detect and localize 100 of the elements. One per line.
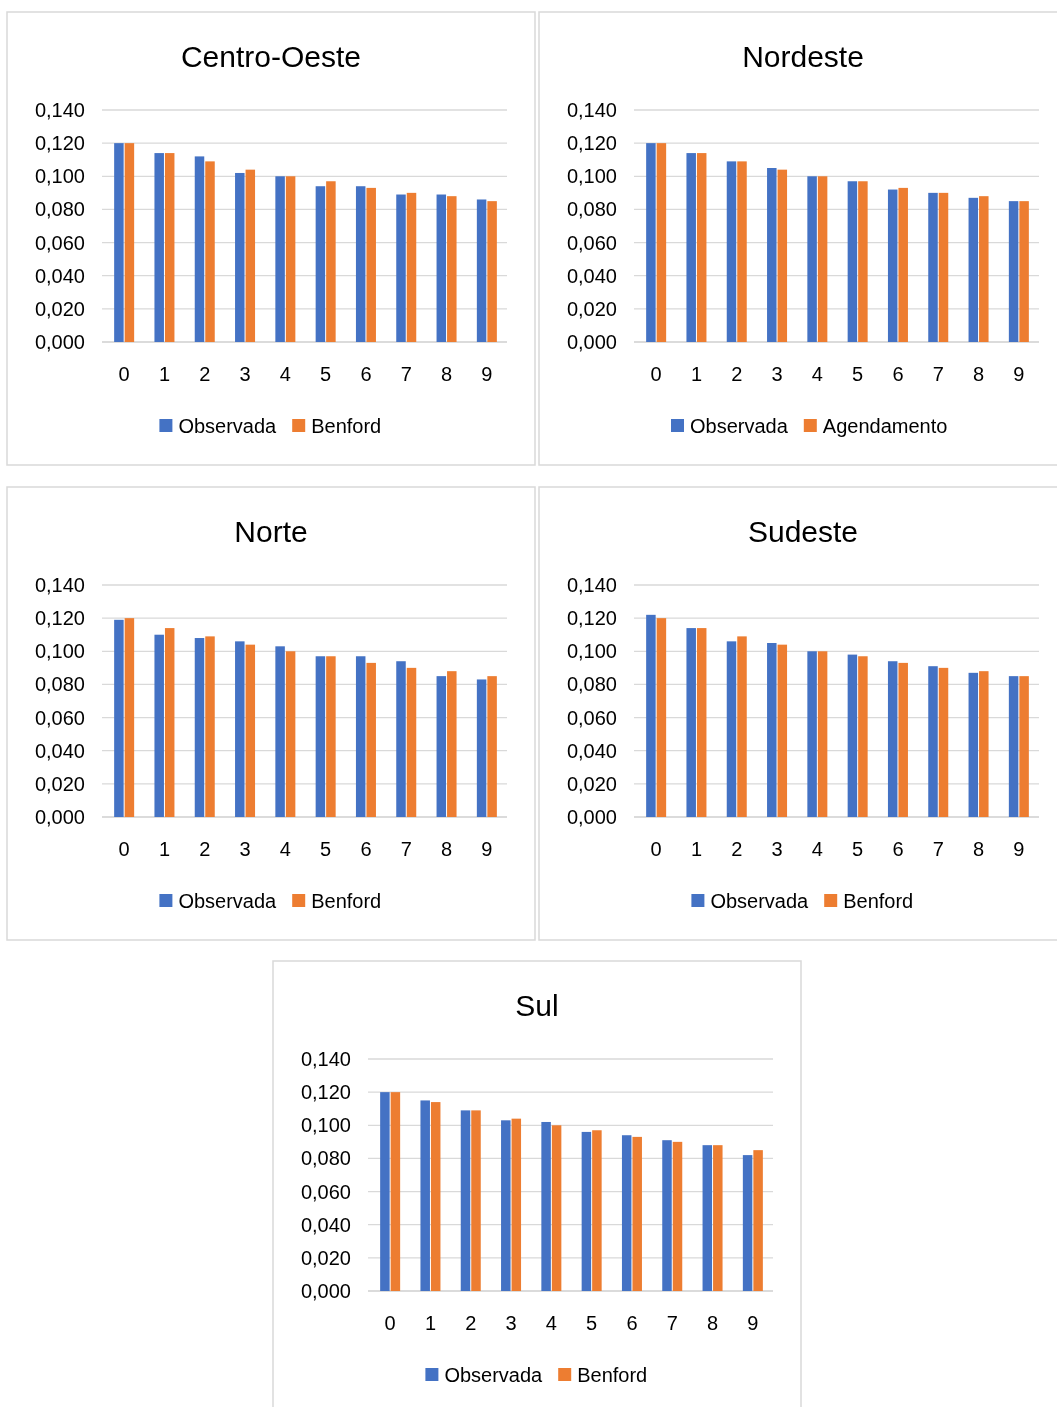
bar <box>898 187 908 342</box>
legend-label: Observada <box>178 890 278 912</box>
x-tick-label: 9 <box>481 838 493 860</box>
bar <box>938 192 949 342</box>
y-tick-label: 0,000 <box>300 1280 351 1302</box>
y-tick-label: 0,040 <box>566 739 617 762</box>
bar <box>436 194 447 342</box>
x-tick-label: 0 <box>118 363 130 385</box>
bar <box>205 636 215 817</box>
y-tick-label: 0,020 <box>566 772 617 795</box>
bar <box>968 672 979 817</box>
x-tick-label: 4 <box>279 363 291 385</box>
y-tick-label: 0,080 <box>34 673 85 696</box>
x-tick-label: 0 <box>384 1312 396 1334</box>
bar <box>1008 676 1019 817</box>
bar <box>194 156 205 342</box>
bar <box>968 197 979 342</box>
x-tick-label: 6 <box>360 363 372 385</box>
y-tick-label: 0,120 <box>566 607 617 630</box>
bar <box>366 662 376 817</box>
bar <box>898 662 908 817</box>
y-tick-label: 0,140 <box>34 99 85 121</box>
bar <box>767 168 777 342</box>
bar <box>430 1102 441 1291</box>
bar <box>646 143 656 342</box>
bar <box>858 181 868 342</box>
legend-label: Benford <box>311 415 382 437</box>
bar <box>726 161 737 342</box>
x-tick-label: 3 <box>771 838 783 860</box>
x-tick-label: 2 <box>465 1312 477 1334</box>
y-tick-label: 0,120 <box>34 132 85 155</box>
legend-label: Benford <box>577 1364 648 1386</box>
bar <box>154 153 164 342</box>
bar <box>124 618 135 817</box>
bar <box>979 196 989 342</box>
x-tick-label: 3 <box>771 363 783 385</box>
bar <box>285 651 296 817</box>
chart-title: Sudeste <box>747 515 859 548</box>
bar <box>326 181 336 342</box>
x-tick-label: 5 <box>586 1312 598 1334</box>
x-tick-label: 9 <box>747 1312 759 1334</box>
bar <box>592 1130 602 1291</box>
bar <box>194 638 205 817</box>
chart-title: Centro-Oeste <box>180 40 362 73</box>
y-tick-label: 0,120 <box>300 1081 351 1104</box>
legend-label: Agendamento <box>822 415 948 437</box>
y-tick-label: 0,040 <box>300 1213 351 1236</box>
x-tick-label: 0 <box>650 363 662 385</box>
bar <box>777 644 788 817</box>
bar <box>245 169 256 342</box>
bar <box>355 656 366 817</box>
x-tick-label: 9 <box>481 363 493 385</box>
bar <box>696 628 707 817</box>
y-tick-label: 0,080 <box>300 1147 351 1170</box>
bar <box>938 667 949 817</box>
bar <box>672 1141 683 1291</box>
bar <box>315 186 326 342</box>
x-tick-label: 3 <box>239 838 251 860</box>
bar <box>205 161 215 342</box>
bar <box>767 643 777 817</box>
x-tick-label: 1 <box>690 363 703 385</box>
bar <box>551 1125 562 1291</box>
x-tick-label: 0 <box>118 838 130 860</box>
y-tick-label: 0,140 <box>566 574 617 596</box>
bar <box>858 656 868 817</box>
bar <box>686 628 696 817</box>
chart-title: Norte <box>234 515 308 548</box>
bar <box>817 651 828 817</box>
x-tick-label: 2 <box>199 363 211 385</box>
y-tick-label: 0,080 <box>566 673 617 696</box>
bar <box>662 1140 672 1291</box>
legend-label: Observada <box>690 415 789 437</box>
y-tick-label: 0,140 <box>566 99 617 121</box>
bar <box>366 187 376 342</box>
bar <box>436 676 447 817</box>
bar <box>124 143 135 342</box>
bar <box>702 1145 713 1291</box>
x-tick-label: 7 <box>400 363 412 385</box>
x-tick-label: 4 <box>279 838 291 860</box>
legend-label: Benford <box>311 890 382 912</box>
x-tick-label: 5 <box>320 363 332 385</box>
x-tick-label: 1 <box>690 838 703 860</box>
bar <box>114 619 124 817</box>
x-tick-label: 8 <box>440 838 453 860</box>
bar <box>742 1155 753 1291</box>
bar <box>887 661 898 817</box>
bar <box>1019 676 1029 817</box>
bar <box>753 1150 763 1291</box>
y-tick-label: 0,080 <box>34 198 85 221</box>
bar <box>887 189 898 342</box>
x-tick-label: 2 <box>199 838 211 860</box>
bar <box>817 176 828 342</box>
bar <box>396 661 406 817</box>
bar <box>476 679 487 817</box>
bar <box>737 636 747 817</box>
bar <box>713 1145 723 1291</box>
bar <box>406 667 417 817</box>
x-tick-label: 8 <box>972 363 985 385</box>
x-tick-label: 1 <box>158 838 171 860</box>
x-tick-label: 6 <box>892 363 904 385</box>
